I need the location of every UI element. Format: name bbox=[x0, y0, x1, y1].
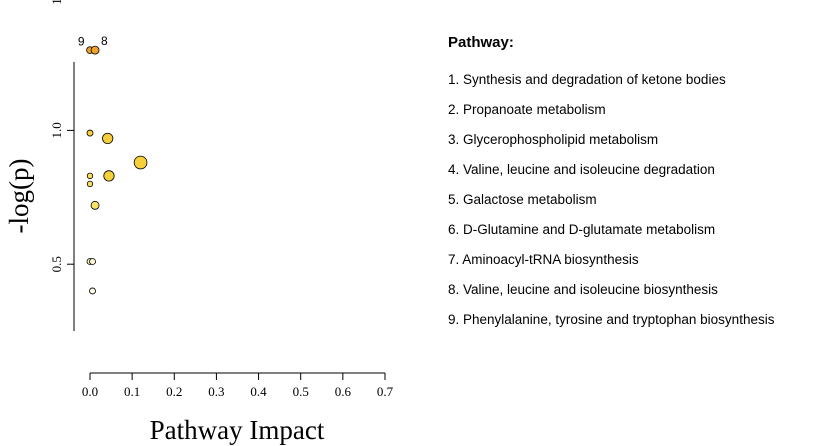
point-label: 9 bbox=[78, 35, 85, 49]
y-ticks: 0.51.01.52.02.5 bbox=[49, 0, 74, 272]
data-point bbox=[86, 180, 94, 188]
data-point bbox=[89, 287, 96, 295]
x-tick-label: 0.6 bbox=[335, 384, 352, 399]
legend-item: 9. Phenylalanine, tyrosine and tryptopha… bbox=[448, 312, 775, 327]
data-point bbox=[133, 155, 148, 170]
legend-item: 5. Galactose metabolism bbox=[448, 192, 597, 207]
y-tick-label: 1.0 bbox=[49, 122, 64, 138]
scatter-plot: 0.00.10.20.30.40.50.60.7 0.51.01.52.02.5… bbox=[4, 0, 394, 445]
data-points: 123456798 bbox=[78, 34, 148, 295]
x-ticks: 0.0 0.1 0.2 0.3 0.4 0.5 0.6 0.7 bbox=[82, 373, 394, 399]
y-tick-label: 1.5 bbox=[49, 0, 64, 5]
data-point bbox=[90, 200, 100, 210]
x-tick-label: 0.3 bbox=[208, 384, 224, 399]
x-axis-title: Pathway Impact bbox=[150, 415, 325, 445]
legend-item: 1. Synthesis and degradation of ketone b… bbox=[448, 72, 726, 87]
data-point bbox=[86, 172, 94, 180]
data-point bbox=[102, 132, 114, 145]
data-point bbox=[90, 45, 100, 55]
data-point bbox=[86, 129, 94, 137]
legend-item: 7. Aminoacyl-tRNA biosynthesis bbox=[448, 252, 639, 267]
y-tick-label: 0.5 bbox=[49, 256, 64, 272]
legend-item: 8. Valine, leucine and isoleucine biosyn… bbox=[448, 282, 718, 297]
x-tick-label: 0.0 bbox=[82, 384, 98, 399]
data-point bbox=[89, 258, 96, 265]
x-tick-label: 0.7 bbox=[377, 384, 394, 399]
data-point bbox=[103, 170, 115, 182]
legend: Pathway: 1. Synthesis and degradation of… bbox=[448, 34, 774, 335]
x-tick-label: 0.1 bbox=[124, 384, 140, 399]
legend-list: 1. Synthesis and degradation of ketone b… bbox=[448, 65, 774, 335]
legend-item: 6. D-Glutamine and D-glutamate metabolis… bbox=[448, 222, 716, 237]
x-tick-label: 0.5 bbox=[293, 384, 309, 399]
legend-item: 4. Valine, leucine and isoleucine degrad… bbox=[448, 162, 715, 177]
x-tick-label: 0.4 bbox=[250, 384, 267, 399]
y-axis-title: -log(p) bbox=[4, 159, 34, 234]
point-label: 8 bbox=[101, 34, 108, 48]
legend-item: 3. Glycerophospholipid metabolism bbox=[448, 132, 659, 147]
legend-title: Pathway: bbox=[448, 34, 514, 51]
x-tick-label: 0.2 bbox=[166, 384, 182, 399]
legend-item: 2. Propanoate metabolism bbox=[448, 102, 606, 117]
